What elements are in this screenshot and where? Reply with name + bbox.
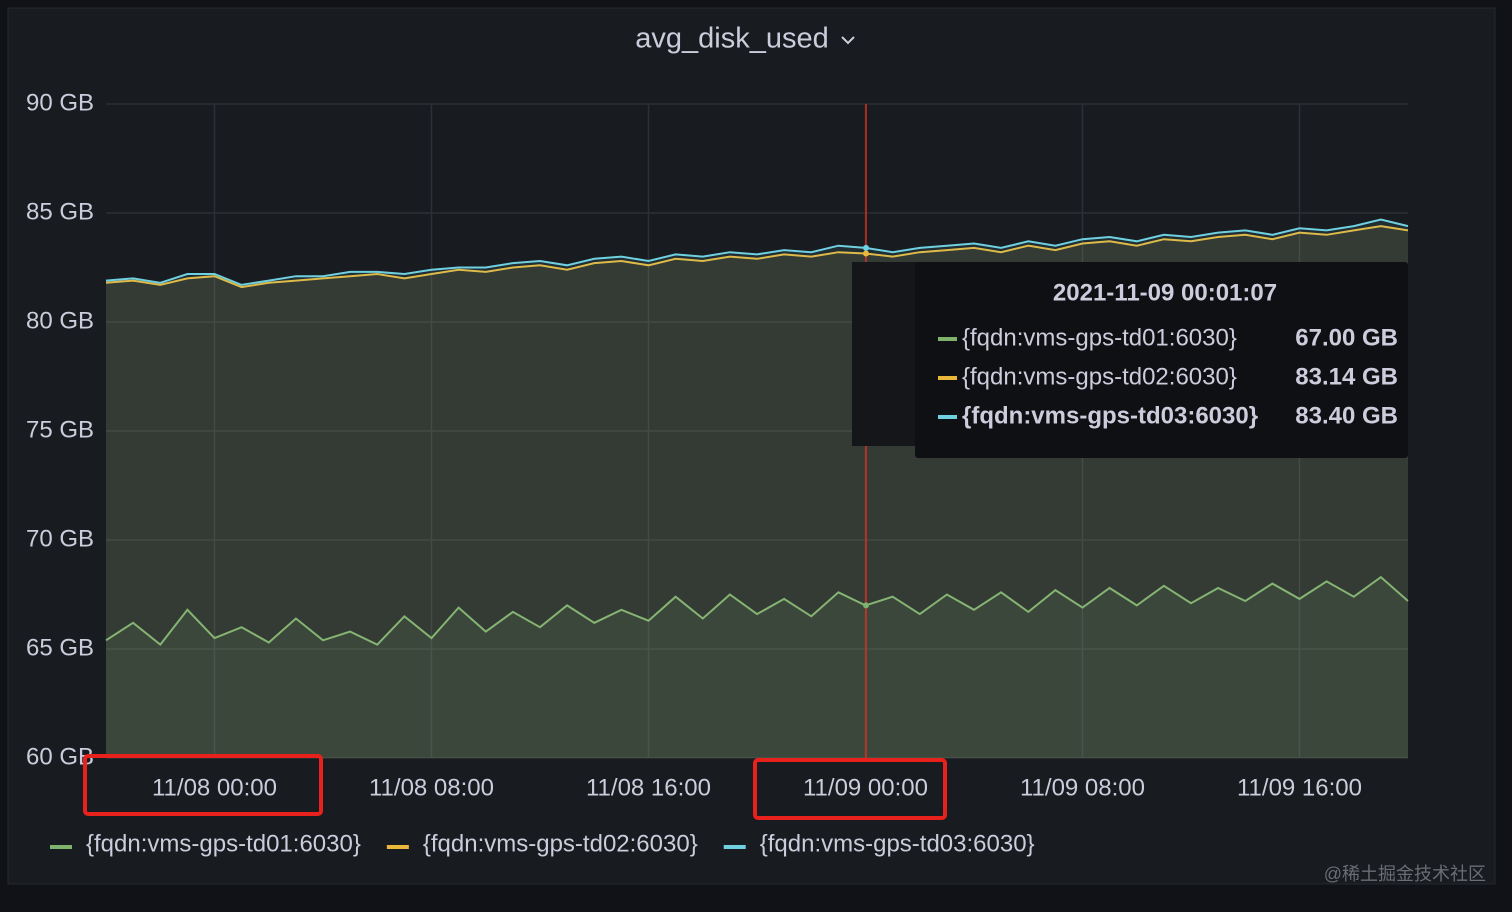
- highlight-box: [753, 758, 947, 820]
- y-tick-label: 80 GB: [26, 307, 94, 334]
- y-tick-label: 75 GB: [26, 416, 94, 443]
- y-tick-label: 70 GB: [26, 525, 94, 552]
- highlight-box: [83, 754, 323, 816]
- series-line: [105, 225, 1409, 289]
- hover-point: [863, 244, 870, 251]
- tooltip-series-name: {fqdn:vms-gps-td02:6030}: [962, 363, 1237, 390]
- hover-point: [863, 250, 870, 257]
- tooltip-value: 67.00 GB: [1295, 324, 1398, 351]
- area-fill: [106, 577, 1408, 758]
- tooltip-time: 2021-11-09 00:01:07: [1053, 279, 1277, 306]
- tooltip-value: 83.14 GB: [1295, 363, 1398, 390]
- tooltip-series-name: {fqdn:vms-gps-td03:6030}: [962, 402, 1258, 429]
- series-line: [105, 218, 1409, 286]
- series-line: [105, 575, 1409, 647]
- hover-point: [863, 602, 870, 609]
- y-tick-label: 90 GB: [26, 89, 94, 116]
- tooltip-series-name: {fqdn:vms-gps-td01:6030}: [962, 324, 1237, 351]
- chart-title[interactable]: avg_disk_used: [635, 23, 828, 55]
- watermark: @稀土掘金技术社区: [1324, 864, 1486, 884]
- legend-label[interactable]: {fqdn:vms-gps-td03:6030}: [760, 830, 1035, 857]
- tooltip-shadow: [852, 262, 922, 446]
- x-tick-label: 11/09 00:00: [803, 774, 928, 801]
- x-tick-label: 11/08 16:00: [586, 774, 711, 801]
- y-tick-label: 85 GB: [26, 198, 94, 225]
- tooltip: [915, 262, 1408, 458]
- x-tick-label: 11/09 08:00: [1020, 774, 1145, 801]
- x-tick-label: 11/08 00:00: [152, 774, 277, 801]
- legend-label[interactable]: {fqdn:vms-gps-td01:6030}: [86, 830, 361, 857]
- x-tick-label: 11/09 16:00: [1237, 774, 1362, 801]
- legend-label[interactable]: {fqdn:vms-gps-td02:6030}: [423, 830, 698, 857]
- y-tick-label: 60 GB: [26, 743, 94, 770]
- x-tick-label: 11/08 08:00: [369, 774, 494, 801]
- tooltip-value: 83.40 GB: [1295, 402, 1398, 429]
- y-tick-label: 65 GB: [26, 634, 94, 661]
- title-caret[interactable]: [841, 36, 855, 45]
